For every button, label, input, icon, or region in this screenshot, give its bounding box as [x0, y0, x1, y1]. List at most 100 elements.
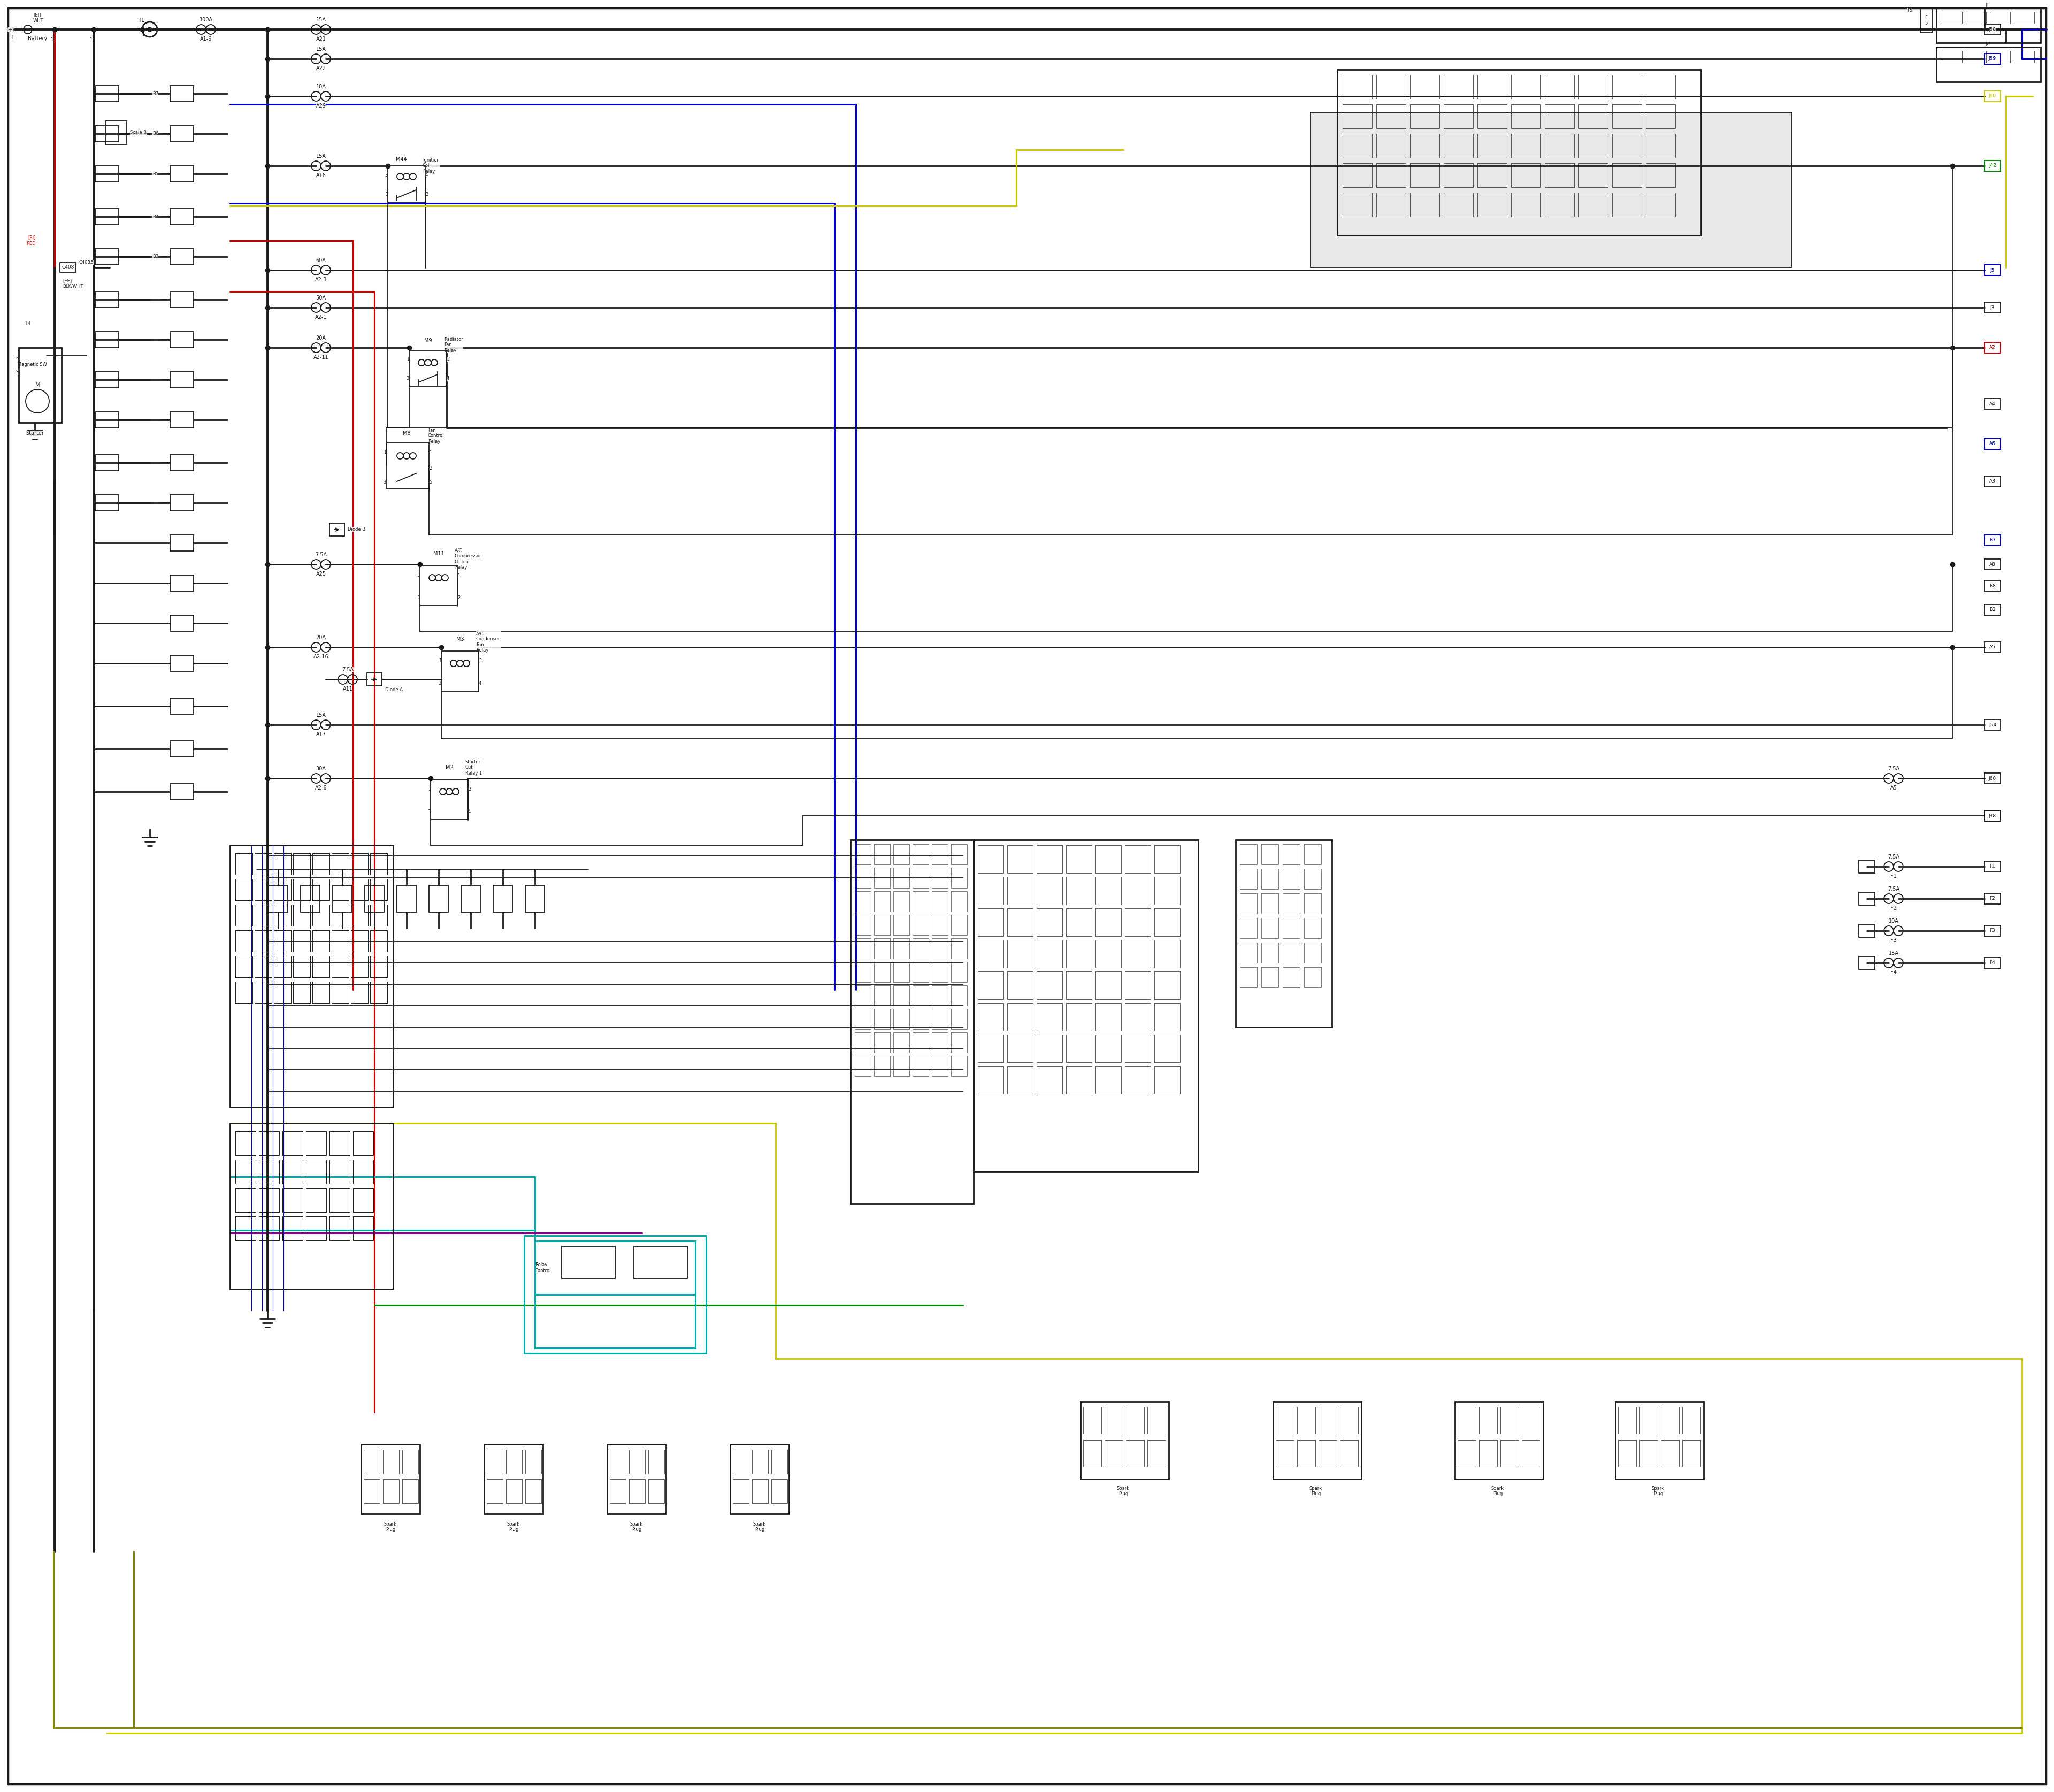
Bar: [236, 1217, 255, 1240]
Bar: [1343, 104, 1372, 129]
Bar: [94, 412, 119, 428]
Bar: [854, 939, 871, 959]
Bar: [236, 1131, 255, 1156]
Bar: [1154, 1004, 1179, 1030]
Bar: [1984, 772, 2001, 783]
Bar: [1126, 1034, 1150, 1063]
Text: Spark
Plug: Spark Plug: [1117, 1486, 1130, 1496]
Bar: [629, 1450, 645, 1473]
Bar: [1066, 1034, 1093, 1063]
Bar: [608, 1444, 665, 1514]
Text: F3: F3: [1890, 937, 1896, 943]
Text: 1: 1: [142, 32, 144, 38]
Bar: [273, 878, 292, 900]
Text: A16: A16: [316, 172, 327, 177]
Text: T4: T4: [25, 321, 31, 326]
Bar: [733, 1450, 750, 1473]
Text: Scale B: Scale B: [129, 131, 146, 134]
Bar: [1126, 876, 1150, 905]
Bar: [978, 909, 1004, 935]
Bar: [351, 878, 368, 900]
Text: J42: J42: [1988, 163, 1996, 168]
Bar: [1645, 134, 1676, 158]
Bar: [1376, 163, 1405, 186]
Text: A17: A17: [316, 731, 327, 737]
Text: 2: 2: [446, 357, 450, 362]
Bar: [329, 523, 345, 536]
Text: 5: 5: [429, 480, 431, 486]
Bar: [294, 905, 310, 926]
Bar: [353, 1188, 374, 1211]
Bar: [1920, 7, 1933, 32]
Bar: [875, 939, 889, 959]
Bar: [460, 885, 481, 912]
Bar: [1512, 75, 1540, 99]
Bar: [370, 955, 388, 977]
Bar: [2013, 50, 2033, 63]
Bar: [1154, 939, 1179, 968]
Bar: [1639, 1407, 1658, 1434]
Bar: [1037, 939, 1062, 968]
Bar: [1126, 1441, 1144, 1468]
Bar: [1984, 642, 2001, 652]
Text: T1: T1: [138, 18, 144, 23]
Bar: [1273, 1401, 1362, 1478]
Bar: [854, 1032, 871, 1052]
Text: 2: 2: [429, 466, 431, 471]
Bar: [409, 351, 446, 387]
Text: J58: J58: [1988, 27, 1996, 32]
Bar: [1682, 1441, 1701, 1468]
Text: Spark
Plug: Spark Plug: [384, 1521, 396, 1532]
Text: M9: M9: [423, 339, 431, 344]
Bar: [429, 885, 448, 912]
Bar: [649, 1450, 663, 1473]
Bar: [1154, 846, 1179, 873]
Bar: [1006, 1066, 1033, 1093]
Bar: [1990, 50, 2011, 63]
Bar: [893, 939, 910, 959]
Bar: [1261, 918, 1278, 939]
Bar: [170, 208, 193, 224]
Bar: [331, 905, 349, 926]
Text: A5: A5: [1990, 645, 1996, 650]
Bar: [1126, 846, 1150, 873]
Bar: [1376, 75, 1405, 99]
Bar: [170, 167, 193, 181]
Text: A2: A2: [1990, 346, 1996, 349]
Bar: [273, 905, 292, 926]
Bar: [610, 1450, 626, 1473]
Bar: [1984, 342, 2001, 353]
Text: 1: 1: [51, 38, 53, 43]
Text: M2: M2: [446, 765, 454, 771]
Text: 1: 1: [384, 450, 386, 455]
Bar: [1148, 1441, 1165, 1468]
Text: A29: A29: [316, 104, 327, 109]
Bar: [1682, 1407, 1701, 1434]
Bar: [1241, 918, 1257, 939]
Text: 30A: 30A: [316, 765, 327, 771]
Text: 7.5A: 7.5A: [1888, 765, 1900, 771]
Bar: [236, 955, 253, 977]
Bar: [1154, 1034, 1179, 1063]
Bar: [1282, 968, 1300, 987]
Text: 2: 2: [458, 595, 460, 600]
Bar: [1522, 1441, 1540, 1468]
Text: [EI]
WHT: [EI] WHT: [33, 13, 43, 23]
Bar: [978, 1034, 1004, 1063]
Bar: [649, 1478, 663, 1503]
Bar: [1154, 909, 1179, 935]
Text: B2: B2: [1990, 607, 1996, 613]
Text: A2: A2: [1990, 346, 1996, 349]
Bar: [1479, 1407, 1497, 1434]
Bar: [351, 905, 368, 926]
Bar: [850, 840, 974, 1204]
Text: 10A: 10A: [316, 84, 327, 90]
Bar: [951, 914, 967, 935]
Bar: [1006, 876, 1033, 905]
Bar: [1662, 1441, 1678, 1468]
Bar: [933, 962, 947, 982]
Bar: [1499, 1407, 1518, 1434]
Text: Starter
Cut
Relay 1: Starter Cut Relay 1: [466, 760, 483, 776]
Bar: [1545, 192, 1573, 217]
Bar: [854, 1009, 871, 1029]
